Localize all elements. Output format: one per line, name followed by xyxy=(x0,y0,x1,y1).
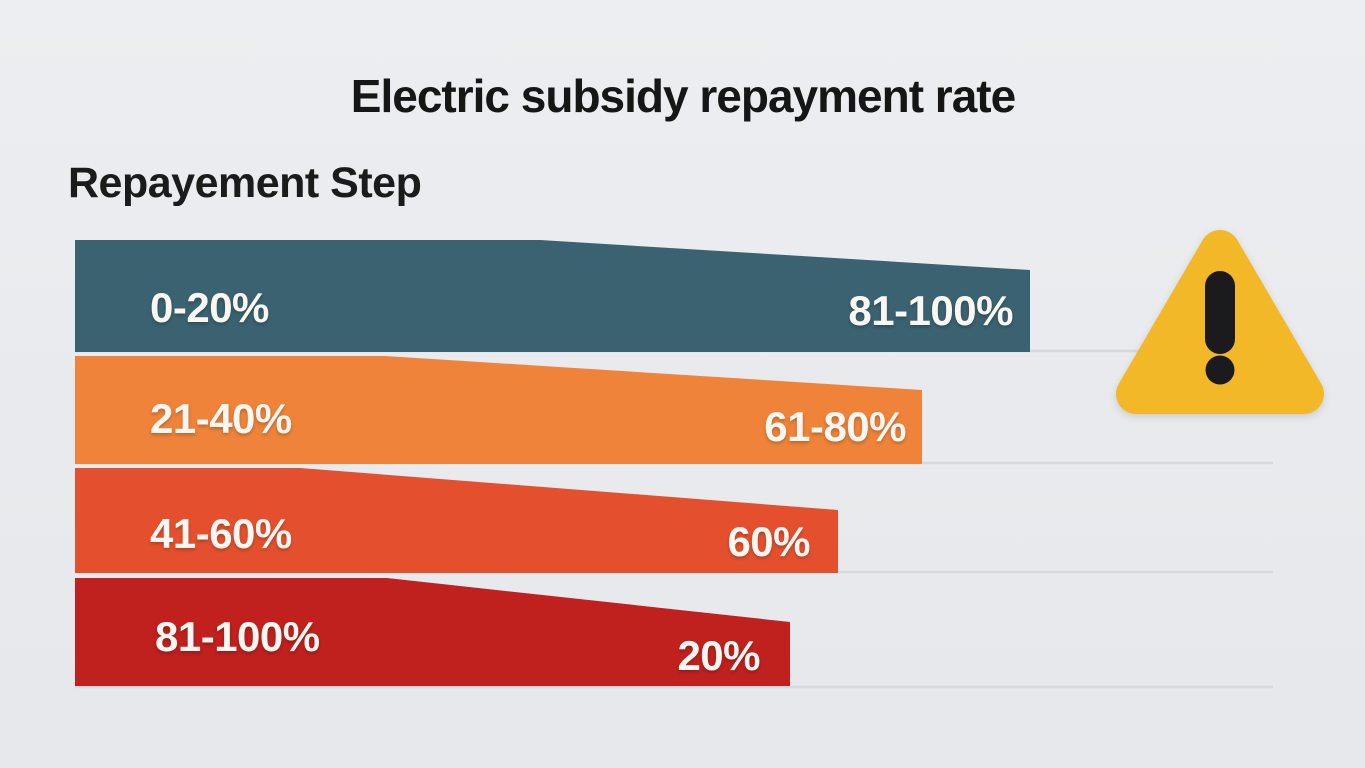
bar-rate-label: 61-80% xyxy=(764,403,906,450)
bar-81-100 xyxy=(75,578,790,686)
bar-step-label: 41-60% xyxy=(150,510,292,557)
bar-41-60 xyxy=(75,468,838,573)
bar-row-2: 21-40% 61-80% xyxy=(75,356,922,464)
bar-step-label: 0-20% xyxy=(150,284,269,331)
warning-triangle-icon xyxy=(1116,230,1324,414)
axis-heading-label: Repayement Step xyxy=(68,159,421,207)
chart-title: Electric subsidy repayment rate xyxy=(351,70,1016,122)
bar-rate-label: 81-100% xyxy=(848,287,1013,334)
bar-step-label: 21-40% xyxy=(150,395,292,442)
bar-row-1: 0-20% 81-100% xyxy=(75,240,1030,352)
bar-row-3: 41-60% 60% xyxy=(75,468,838,573)
bar-row-4: 81-100% 20% xyxy=(75,578,790,686)
exclamation-mark-bar xyxy=(1205,271,1235,354)
bar-rate-label: 20% xyxy=(677,632,760,679)
bar-21-40 xyxy=(75,356,922,464)
exclamation-mark-dot xyxy=(1205,355,1235,385)
bar-step-label: 81-100% xyxy=(155,613,320,660)
bar-rate-label: 60% xyxy=(727,518,810,565)
bar-0-20 xyxy=(75,240,1030,352)
